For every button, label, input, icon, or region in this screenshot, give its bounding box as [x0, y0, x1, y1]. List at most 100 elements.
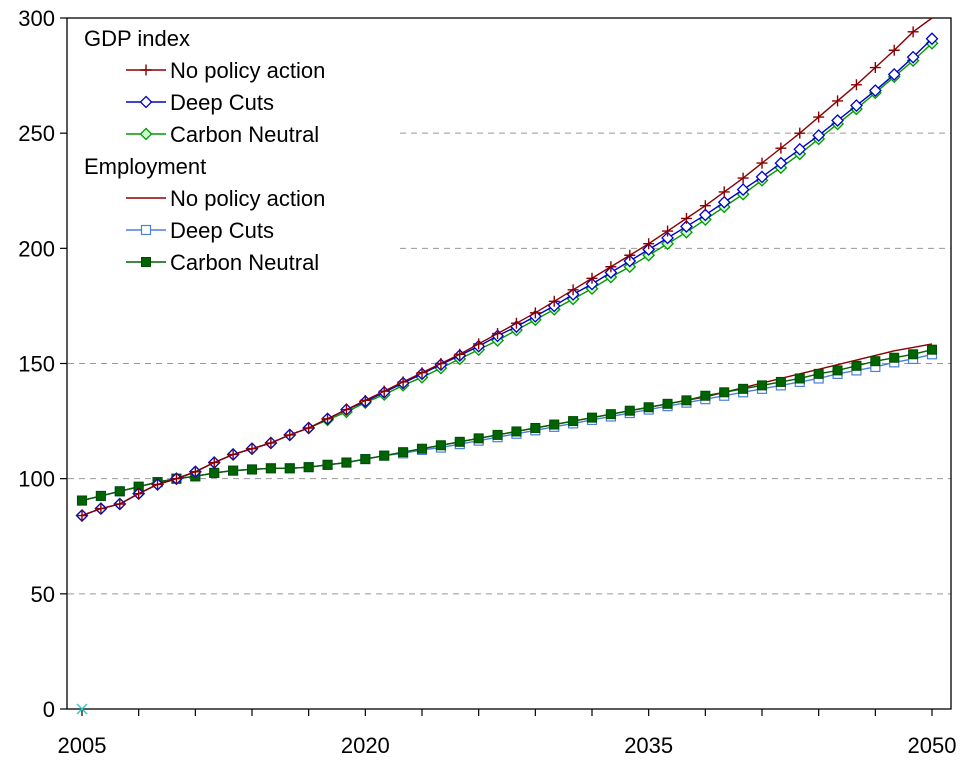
data-point: [888, 44, 900, 56]
data-point: [869, 62, 881, 74]
data-point: [95, 490, 106, 501]
y-tick-label: 100: [18, 467, 55, 492]
data-point: [605, 261, 617, 273]
series: [75, 17, 939, 522]
data-point: [133, 488, 145, 500]
data-point: [435, 440, 446, 451]
data-point: [227, 448, 239, 460]
data-point: [530, 422, 541, 433]
data-point: [114, 486, 125, 497]
data-point: [642, 243, 656, 256]
data-point: [850, 99, 863, 112]
data-point: [624, 249, 636, 261]
y-tick-label: 200: [18, 236, 55, 261]
data-point: [699, 200, 711, 212]
data-point: [228, 465, 239, 476]
origin-marker: [76, 703, 88, 715]
data-point: [139, 95, 153, 109]
data-point: [681, 395, 692, 406]
legend-entry-label: Deep Cuts: [170, 90, 274, 115]
data-point: [152, 478, 164, 490]
data-point: [265, 463, 276, 474]
data-point: [454, 348, 466, 360]
y-tick-label: 300: [18, 6, 55, 31]
x-tick-label: 2035: [624, 733, 673, 758]
legend-entry-label: Deep Cuts: [170, 218, 274, 243]
legend-entry-label: Carbon Neutral: [170, 250, 319, 275]
data-point: [774, 156, 788, 170]
data-point: [794, 373, 805, 384]
data-point: [567, 284, 579, 296]
axes: [60, 17, 952, 716]
data-point: [605, 409, 616, 420]
data-point: [907, 26, 919, 38]
data-point: [379, 450, 390, 461]
data-point: [717, 195, 731, 209]
y-tick-label: 250: [18, 121, 55, 146]
y-tick-label: 0: [43, 697, 55, 722]
data-point: [435, 358, 447, 369]
data-point: [794, 127, 806, 139]
series-employment-deep-cuts: [76, 349, 938, 506]
data-point: [416, 367, 428, 379]
data-point: [700, 390, 711, 401]
data-point: [77, 495, 87, 506]
data-point: [662, 398, 673, 409]
x-tick-label: 2005: [58, 733, 107, 758]
data-point: [832, 365, 843, 376]
data-point: [870, 356, 881, 367]
data-point: [737, 172, 749, 184]
data-point: [906, 50, 920, 64]
data-point: [140, 64, 152, 76]
data-point: [511, 426, 522, 437]
data-point: [831, 114, 844, 127]
data-point: [851, 360, 862, 371]
y-tick-label: 150: [18, 352, 55, 377]
data-point: [303, 462, 314, 473]
data-point: [398, 447, 409, 458]
data-point: [473, 433, 484, 444]
data-point: [832, 95, 844, 107]
data-point: [139, 127, 153, 141]
data-point: [341, 457, 352, 468]
data-point: [303, 422, 315, 434]
data-point: [510, 317, 522, 329]
data-point: [736, 183, 750, 197]
data-point: [340, 404, 352, 416]
data-point: [623, 254, 637, 268]
data-point: [170, 473, 182, 485]
data-point: [209, 467, 220, 478]
data-point: [887, 68, 901, 81]
gridlines: [68, 132, 951, 595]
data-point: [908, 349, 919, 360]
data-point: [189, 466, 201, 478]
data-point: [718, 186, 730, 198]
series-line: [81, 348, 933, 502]
data-point: [604, 266, 618, 279]
data-point: [755, 170, 769, 184]
legend-group-title: GDP index: [84, 26, 190, 51]
data-point: [548, 295, 560, 307]
data-point: [284, 429, 296, 441]
data-point: [454, 436, 465, 447]
data-point: [813, 368, 824, 379]
data-point: [680, 220, 693, 233]
data-point: [549, 419, 560, 430]
data-point: [927, 344, 937, 355]
data-point: [417, 443, 427, 454]
data-point: [246, 443, 258, 455]
data-point: [813, 111, 825, 123]
data-point: [587, 412, 597, 423]
data-point: [925, 32, 939, 46]
data-point: [140, 224, 152, 236]
data-point: [208, 457, 220, 469]
data-point: [643, 238, 655, 250]
data-point: [775, 376, 786, 387]
data-point: [661, 231, 674, 245]
data-point: [247, 464, 257, 475]
legend-entry-label: Carbon Neutral: [170, 122, 319, 147]
data-point: [586, 272, 598, 284]
data-point: [492, 429, 503, 440]
data-point: [738, 383, 749, 394]
